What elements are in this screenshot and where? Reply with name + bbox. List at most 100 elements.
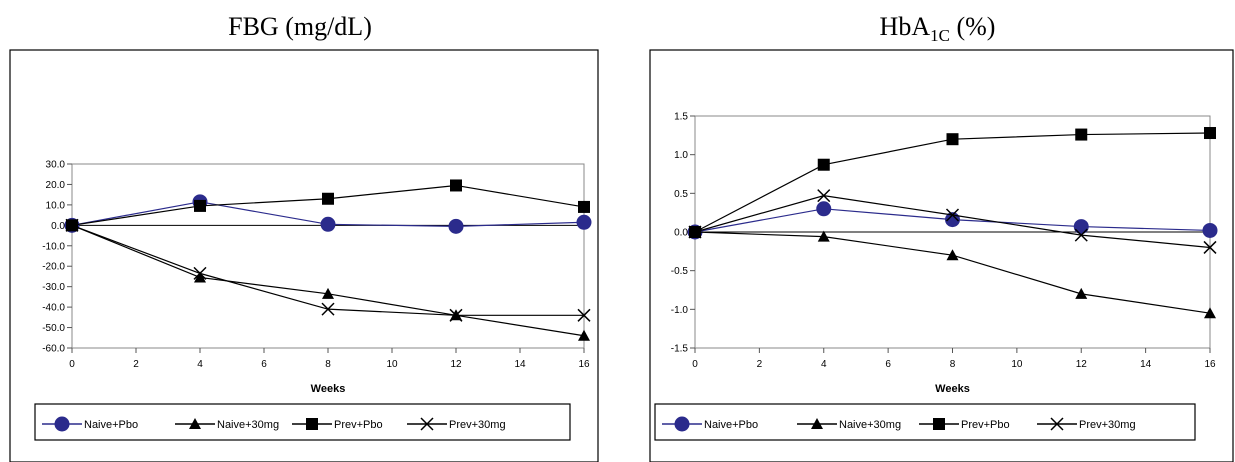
series-prev-30mg: [688, 189, 1217, 254]
legend-marker-triangle: [189, 418, 201, 429]
legend-item: Prev+30mg: [407, 417, 506, 431]
series-naive-30mg: [66, 219, 590, 341]
x-axis-title: Weeks: [935, 383, 970, 395]
data-point-triangle: [1204, 307, 1216, 319]
data-point-square: [946, 133, 959, 146]
data-point-circle: [576, 214, 592, 230]
series-line: [71, 224, 584, 316]
x-tick-label: 8: [950, 359, 956, 370]
data-point-x: [817, 189, 831, 203]
legend-item: Prev+Pbo: [919, 418, 1010, 431]
x-tick-label: 6: [885, 359, 891, 370]
data-point-x: [449, 308, 463, 322]
x-tick-label: 4: [821, 359, 827, 370]
series-line: [71, 224, 585, 337]
legend-marker-circle: [54, 416, 70, 432]
data-point-square: [450, 179, 462, 192]
x-tick-label: 8: [325, 359, 331, 370]
y-tick-label: 0.5: [674, 189, 688, 200]
chart-title-sub: 1C: [930, 26, 950, 46]
legend-marker-x: [420, 417, 434, 431]
chart-title-main: FBG (mg/dL): [228, 12, 372, 41]
data-point-triangle: [1075, 287, 1088, 299]
x-tick-label: 12: [1076, 359, 1088, 370]
x-tick-label: 6: [261, 359, 267, 370]
data-point-x: [1203, 240, 1217, 254]
x-tick-label: 14: [1140, 359, 1152, 370]
data-point-x: [945, 208, 960, 222]
x-tick-label: 0: [69, 359, 75, 370]
legend-label: Prev+Pbo: [961, 419, 1010, 431]
y-tick-label: 1.5: [674, 112, 688, 123]
chart-frame: [649, 49, 1234, 462]
y-tick-label: -20.0: [42, 262, 65, 273]
series-line: [694, 231, 1211, 314]
y-tick-label: 30.0: [46, 160, 66, 171]
x-tick-label: 2: [133, 359, 139, 370]
legend-item: Naive+Pbo: [662, 416, 758, 432]
data-point-triangle: [946, 249, 959, 261]
legend-item: Prev+30mg: [1037, 417, 1136, 431]
data-point-x: [65, 218, 79, 232]
series-naive-30mg: [689, 226, 1216, 319]
legend-label: Prev+30mg: [449, 419, 506, 431]
data-point-x: [1074, 228, 1088, 242]
legend-marker-triangle: [811, 418, 823, 429]
data-point-circle: [320, 216, 336, 232]
x-tick-label: 2: [757, 359, 763, 370]
data-point-square: [322, 192, 334, 205]
legend-item: Prev+Pbo: [292, 418, 383, 431]
hba1c-chart: 1.5 1.0 0.5 0.0 -0.5 -1.0 -1.50 2 4 6 8 10 12 14 16 Wee…: [649, 49, 1234, 462]
legend: Naive+Pbo Naive+30mg Prev+Pbo Prev+30mg: [34, 403, 571, 441]
y-tick-label: -1.0: [671, 305, 689, 316]
legend-label: Naive+30mg: [839, 419, 901, 431]
x-tick-label: 14: [514, 359, 526, 370]
y-tick-label: 1.0: [674, 150, 688, 161]
x-tick-label: 12: [450, 359, 462, 370]
y-tick-label: 10.0: [46, 200, 66, 211]
chart-frame: [9, 49, 599, 462]
y-tick-label: 20.0: [46, 180, 66, 191]
y-tick-label: -60.0: [42, 344, 65, 355]
y-tick-label: 0.0: [674, 228, 688, 239]
legend-marker-x: [1050, 417, 1064, 431]
fbg-chart: 30.0 20.0 10.0 0.0 -10.0 -20.0 -30.0 -40.0 -50.0…: [9, 49, 599, 462]
x-tick-label: 4: [197, 359, 203, 370]
x-tick-label: 16: [578, 359, 590, 370]
data-point-circle: [448, 218, 464, 234]
data-point-circle: [1073, 219, 1089, 235]
legend-item: Naive+30mg: [797, 418, 901, 431]
series-naive-pbo: [687, 201, 1218, 240]
x-tick-label: 10: [386, 359, 398, 370]
data-point-triangle: [194, 271, 206, 283]
legend: Naive+Pbo Naive+30mg Prev+Pbo Prev+30mg: [654, 403, 1196, 441]
data-point-triangle: [578, 329, 590, 341]
data-point-triangle: [322, 287, 334, 299]
legend-item: Naive+30mg: [175, 418, 279, 431]
hba1c-chart-panel: HbA1C (%) 1.5 1.0 0.5 0.0 -0.5 -1.0 -1.5 0 2 4 6 8 1…: [640, 0, 1235, 462]
legend-label: Naive+Pbo: [704, 419, 758, 431]
chart-title-rest: (%): [949, 12, 996, 41]
legend-marker-circle: [674, 416, 690, 432]
data-point-x: [577, 308, 591, 322]
chart-title-main: HbA: [879, 12, 931, 41]
data-point-square: [1075, 128, 1088, 141]
data-point-x: [193, 266, 207, 280]
legend-label: Naive+30mg: [217, 419, 279, 431]
chart-title: FBG (mg/dL): [0, 12, 600, 46]
data-point-square: [817, 158, 830, 171]
data-point-circle: [816, 201, 832, 217]
y-tick-label: -0.5: [671, 266, 689, 277]
y-tick-label: -50.0: [42, 323, 65, 334]
legend-marker-square: [306, 418, 318, 430]
y-tick-label: -30.0: [42, 282, 65, 293]
legend-label: Prev+30mg: [1079, 419, 1136, 431]
y-tick-label: 0.0: [51, 221, 65, 232]
chart-title: HbA1C (%): [640, 12, 1235, 46]
y-tick-label: -40.0: [42, 303, 65, 314]
legend-box: [34, 403, 571, 441]
x-axis-title: Weeks: [311, 383, 346, 395]
legend-label: Prev+Pbo: [334, 419, 383, 431]
data-point-x: [688, 225, 702, 239]
x-tick-label: 10: [1011, 359, 1023, 370]
